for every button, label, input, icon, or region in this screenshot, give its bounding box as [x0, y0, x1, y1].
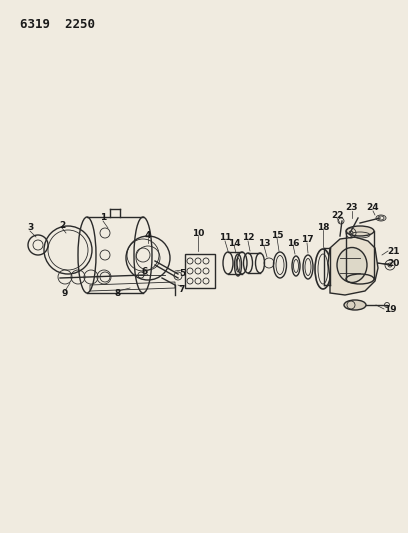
Text: 16: 16 [287, 238, 299, 247]
Text: 1: 1 [100, 214, 106, 222]
Text: 7: 7 [179, 285, 185, 294]
Text: 24: 24 [367, 204, 379, 213]
Text: 20: 20 [387, 259, 399, 268]
Text: 23: 23 [346, 204, 358, 213]
Text: 4: 4 [145, 230, 151, 239]
Text: 22: 22 [331, 211, 343, 220]
Bar [185, 254, 215, 288]
Text: 10: 10 [192, 229, 204, 238]
Text: 2: 2 [59, 221, 65, 230]
Text: 3: 3 [27, 223, 33, 232]
Text: 11: 11 [219, 233, 231, 243]
Text: 17: 17 [301, 236, 313, 245]
Text: 19: 19 [384, 304, 396, 313]
Text: 8: 8 [115, 288, 121, 297]
Text: 13: 13 [258, 238, 270, 247]
Text: 14: 14 [228, 238, 240, 247]
Text: 12: 12 [242, 233, 254, 243]
Text: 15: 15 [271, 230, 283, 239]
Ellipse shape [346, 226, 374, 236]
Text: 6319  2250: 6319 2250 [20, 18, 95, 31]
Text: 5: 5 [179, 269, 185, 278]
Text: 18: 18 [317, 222, 329, 231]
Text: 6: 6 [142, 266, 148, 276]
Text: 21: 21 [387, 246, 399, 255]
Polygon shape [328, 237, 378, 295]
Ellipse shape [337, 247, 367, 282]
Text: 9: 9 [62, 288, 68, 297]
Ellipse shape [344, 300, 366, 310]
